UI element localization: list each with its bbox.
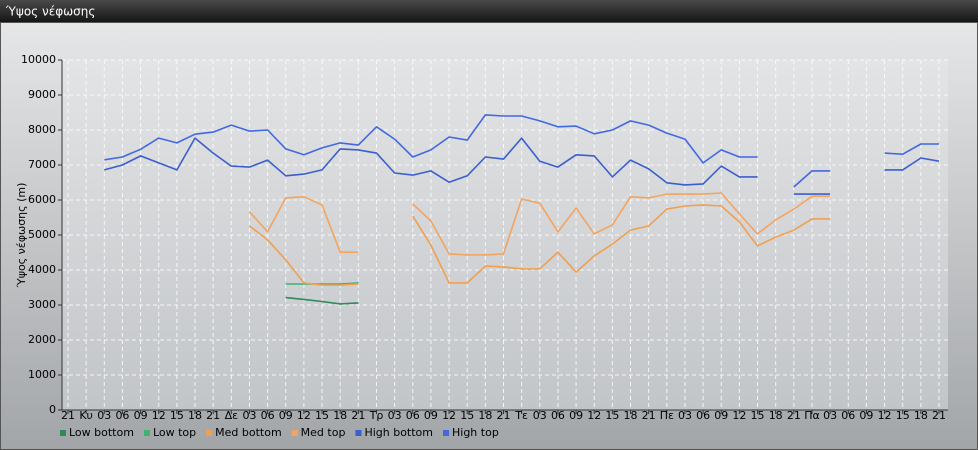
x-tick-label: 21 (787, 409, 801, 422)
legend-label: High top (452, 426, 499, 439)
x-tick-label: 06 (115, 409, 129, 422)
x-tick-label: 18 (914, 409, 928, 422)
x-tick-label: 21 (351, 409, 365, 422)
x-tick-label: 18 (624, 409, 638, 422)
x-tick-label: 06 (406, 409, 420, 422)
x-tick-label: Τρ (369, 409, 384, 422)
legend-label: Med top (301, 426, 346, 439)
x-tick-label: 06 (261, 409, 275, 422)
x-tick-label: 03 (678, 409, 692, 422)
legend-swatch (60, 430, 66, 436)
x-tick-label: 15 (896, 409, 910, 422)
x-tick-label: 18 (333, 409, 347, 422)
x-tick-label: 06 (696, 409, 710, 422)
y-tick-label: 6000 (28, 193, 56, 206)
chart-title: Ύψος νέφωσης (5, 5, 95, 19)
x-tick-label: 18 (769, 409, 783, 422)
y-tick-label: 8000 (28, 123, 56, 136)
x-tick-label: 21 (61, 409, 75, 422)
x-tick-label: Τε (514, 409, 528, 422)
x-tick-label: Πα (804, 409, 820, 422)
series-line (104, 137, 940, 195)
x-tick-label: 15 (605, 409, 619, 422)
series-line (104, 114, 939, 188)
x-tick-label: 12 (878, 409, 892, 422)
legend-swatch (443, 430, 449, 436)
y-tick-label: 4000 (28, 263, 56, 276)
x-tick-label: 21 (497, 409, 511, 422)
series-line (285, 282, 359, 285)
x-tick-label: 15 (460, 409, 474, 422)
legend-swatch (355, 430, 362, 436)
x-tick-label: 12 (587, 409, 601, 422)
x-tick-label: 03 (97, 409, 111, 422)
y-tick-label: 5000 (28, 228, 56, 241)
legend-label: Low top (153, 426, 196, 439)
x-tick-label: 21 (932, 409, 946, 422)
x-tick-label: 03 (388, 409, 402, 422)
y-tick-label: 1000 (28, 368, 56, 381)
x-tick-label: 15 (315, 409, 329, 422)
series-line (285, 296, 359, 305)
x-tick-label: 03 (533, 409, 547, 422)
y-tick-label: 3000 (28, 298, 56, 311)
legend-swatch (143, 430, 150, 436)
x-tick-label: 09 (134, 409, 148, 422)
x-tick-label: Πε (660, 409, 674, 422)
x-tick-label: 15 (170, 409, 184, 422)
x-tick-label: Κυ (79, 409, 93, 422)
legend-label: Med bottom (215, 426, 282, 439)
x-tick-label: 09 (424, 409, 438, 422)
x-tick-label: 21 (206, 409, 220, 422)
series-line (248, 192, 831, 256)
y-axis-label: Ύψος νέφωσης (m) (15, 183, 28, 289)
y-tick-label: 9000 (28, 88, 56, 101)
y-tick-label: 2000 (28, 333, 56, 346)
x-tick-label: 09 (569, 409, 583, 422)
x-tick-label: 09 (279, 409, 293, 422)
legend-swatch (206, 430, 213, 436)
x-tick-label: 12 (732, 409, 746, 422)
x-tick-label: 21 (642, 409, 656, 422)
x-tick-label: 03 (242, 409, 256, 422)
x-tick-label: 03 (823, 409, 837, 422)
y-tick-label: 7000 (28, 158, 56, 171)
legend-label: High bottom (364, 426, 433, 439)
legend-swatch (291, 430, 298, 436)
series-line (249, 204, 831, 286)
x-tick-label: Δε (225, 409, 239, 422)
x-tick-label: 09 (859, 409, 873, 422)
x-tick-label: 06 (841, 409, 855, 422)
x-tick-label: 18 (188, 409, 202, 422)
y-tick-label: 0 (49, 403, 56, 416)
legend-label: Low bottom (69, 426, 134, 439)
x-tick-label: 15 (751, 409, 765, 422)
x-tick-label: 12 (152, 409, 166, 422)
x-tick-label: 18 (478, 409, 492, 422)
title-bar (0, 0, 978, 22)
x-tick-label: 06 (551, 409, 565, 422)
y-tick-label: 10000 (21, 53, 56, 66)
x-tick-label: 12 (297, 409, 311, 422)
x-tick-label: 09 (714, 409, 728, 422)
x-tick-label: 12 (442, 409, 456, 422)
